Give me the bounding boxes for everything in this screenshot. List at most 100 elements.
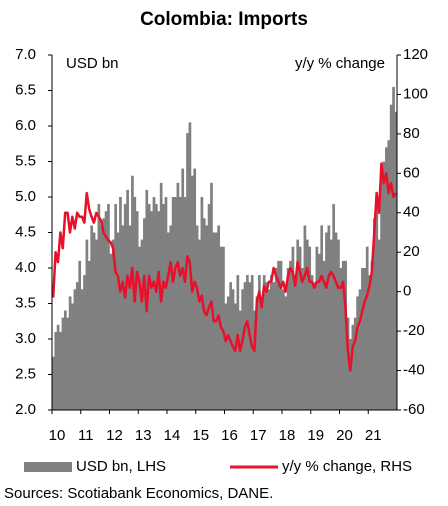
bar [71,303,74,410]
y-tick-label: 7.0 [15,46,36,63]
y-tick-label: 6.5 [15,81,36,98]
bar [394,111,398,411]
x-tick-label: 14 [164,427,181,444]
bar [181,168,185,410]
y-axis-label: USD bn [66,55,119,72]
x-tick-label: 20 [336,427,353,444]
bar [392,86,395,410]
bar [75,282,79,410]
y-tick-label: 3.5 [15,294,36,311]
bar [195,225,199,410]
bar [341,260,345,410]
bar [85,239,89,410]
bar [119,197,122,410]
bar [293,275,297,410]
bar [102,218,106,410]
bar [229,282,232,410]
bar [234,303,237,410]
bar [78,260,82,410]
bar [205,225,209,410]
bar [121,225,125,410]
bar [389,104,393,410]
bar [210,182,213,410]
bar [87,260,91,410]
bar [274,268,278,410]
bar [265,282,268,410]
y2-tick-label: 40 [403,204,420,221]
bar [59,331,62,410]
bar [334,232,338,410]
bar [272,282,276,410]
y-tick-label: 4.0 [15,259,36,276]
y2-tick-label: -40 [403,362,425,379]
x-tick-label: 17 [250,427,267,444]
bar [260,303,264,410]
bar [353,317,357,410]
bar [262,275,266,410]
x-tick-label: 16 [221,427,238,444]
bar [157,211,161,410]
bar [270,275,273,410]
legend-label: USD bn, LHS [76,458,166,475]
bar [277,260,280,410]
bar [202,218,206,410]
bar [224,303,228,410]
y-tick-label: 2.0 [15,401,36,418]
bar [255,296,259,410]
source: Sources: Scotiabank Economics, DANE. [4,485,273,502]
bar [248,282,252,410]
bar [289,260,292,410]
bar [327,225,331,410]
bar [258,275,261,410]
bar [253,310,256,410]
x-tick-label: 13 [135,427,152,444]
bar [368,275,371,410]
bar [241,289,244,410]
bar [243,282,247,410]
bar [133,197,137,410]
bar [183,197,187,410]
legend-swatch [24,462,72,472]
bar [114,204,117,410]
x-tick-label: 19 [307,427,324,444]
bar [174,197,177,410]
bar [73,289,77,410]
bar [356,296,359,410]
y-tick-label: 6.0 [15,117,36,134]
y-tick-label: 5.5 [15,152,36,169]
y2-tick-label: 120 [403,46,428,63]
bar [193,168,197,410]
bar [68,296,72,410]
bar [126,189,129,410]
bar [83,275,86,410]
bar [111,239,115,410]
bar [104,211,108,410]
bar [231,289,235,410]
x-tick-label: 21 [365,427,382,444]
bar [349,339,352,410]
bar [361,268,364,410]
bar [363,268,367,410]
bar [291,246,295,410]
bar [164,197,168,410]
bar [322,260,326,410]
bar [339,268,343,410]
y2-tick-label: 60 [403,164,420,181]
x-tick-label: 15 [192,427,209,444]
bar [373,218,376,410]
bar [123,204,127,410]
bar [267,289,271,410]
bar [92,232,96,410]
bar [54,331,58,410]
bar [382,161,386,410]
bar [313,282,316,410]
bar [138,246,141,410]
bar [370,260,374,410]
bar [317,253,321,410]
bar [147,204,151,410]
y2-tick-label: 100 [403,85,428,102]
y-tick-label: 4.5 [15,223,36,240]
bar [375,204,379,410]
bar [284,296,288,410]
bar [90,225,94,410]
